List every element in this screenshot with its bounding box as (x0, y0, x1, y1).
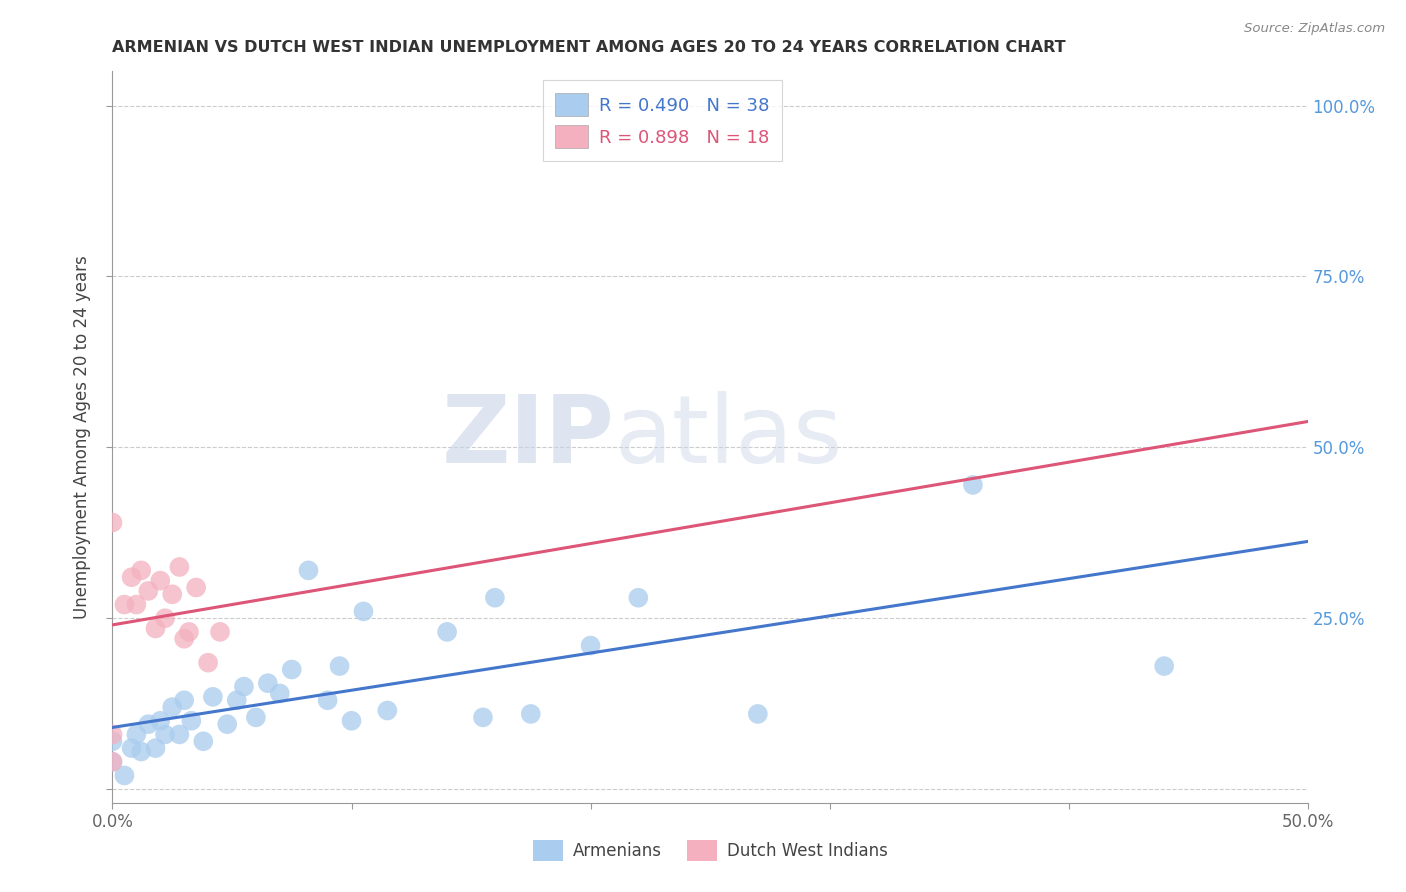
Point (121, 570, 143, 584)
Text: Source: ZipAtlas.com: Source: ZipAtlas.com (1244, 22, 1385, 36)
Point (169, 727, 191, 741)
Point (121, 741, 143, 756)
Point (316, 693, 339, 707)
Point (484, 591, 506, 605)
Point (436, 624, 458, 639)
Point (145, 622, 167, 636)
Point (747, 706, 769, 721)
Point (125, 727, 148, 741)
Legend: Armenians, Dutch West Indians: Armenians, Dutch West Indians (526, 833, 894, 868)
Point (472, 710, 495, 724)
Point (173, 632, 195, 646)
Point (162, 587, 183, 601)
Point (1153, 659, 1175, 673)
Text: ZIP: ZIP (441, 391, 614, 483)
Point (193, 734, 215, 748)
Point (186, 581, 208, 595)
Point (149, 714, 172, 728)
Point (520, 706, 543, 721)
Point (197, 656, 219, 670)
Point (101, 734, 124, 748)
Point (149, 574, 172, 588)
Point (153, 727, 176, 741)
Point (209, 624, 232, 639)
Point (627, 591, 650, 605)
Point (129, 745, 152, 759)
Point (257, 676, 280, 690)
Point (114, 768, 135, 782)
Point (145, 741, 167, 756)
Point (352, 604, 374, 618)
Point (180, 714, 202, 728)
Text: atlas: atlas (614, 391, 842, 483)
Point (297, 563, 319, 577)
Point (962, 478, 984, 492)
Point (329, 659, 352, 673)
Point (377, 704, 399, 718)
Point (269, 686, 291, 700)
Point (201, 690, 224, 704)
Point (153, 611, 176, 625)
Point (125, 598, 148, 612)
Point (101, 755, 124, 769)
Point (177, 624, 200, 639)
Point (225, 693, 247, 707)
Point (579, 639, 602, 653)
Point (101, 727, 124, 741)
Point (169, 560, 191, 574)
Point (281, 663, 304, 677)
Point (101, 755, 124, 769)
Point (114, 598, 135, 612)
Point (245, 710, 267, 724)
Point (217, 717, 239, 731)
Text: ARMENIAN VS DUTCH WEST INDIAN UNEMPLOYMENT AMONG AGES 20 TO 24 YEARS CORRELATION: ARMENIAN VS DUTCH WEST INDIAN UNEMPLOYME… (112, 40, 1066, 55)
Point (129, 563, 152, 577)
Point (162, 700, 183, 714)
Y-axis label: Unemployment Among Ages 20 to 24 years: Unemployment Among Ages 20 to 24 years (73, 255, 91, 619)
Point (138, 583, 160, 598)
Point (340, 714, 363, 728)
Point (138, 717, 160, 731)
Point (173, 693, 195, 707)
Point (233, 680, 256, 694)
Point (101, 516, 124, 530)
